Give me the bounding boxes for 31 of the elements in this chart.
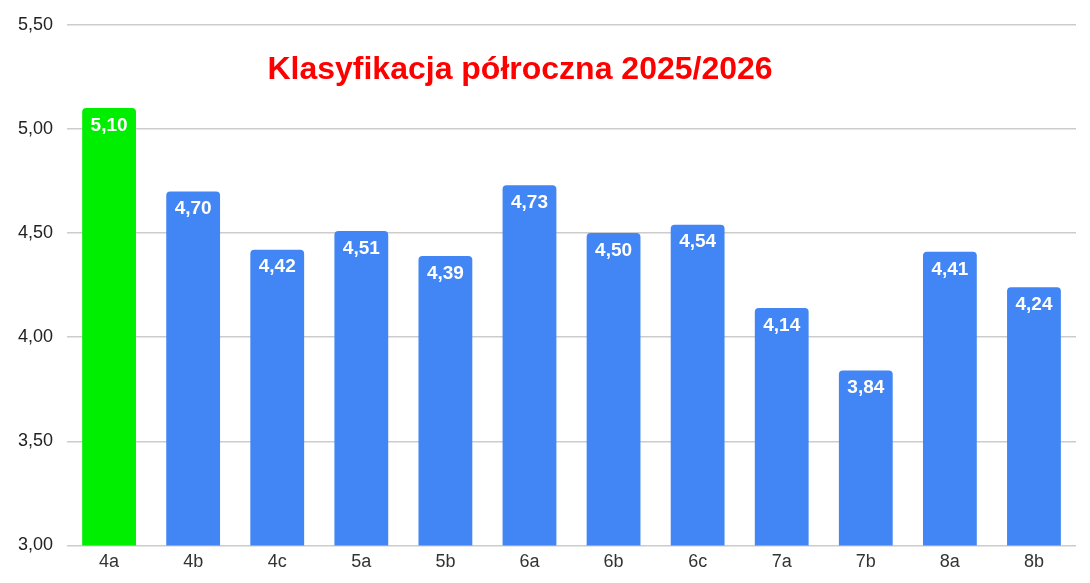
x-tick-label: 6c: [688, 551, 708, 572]
data-label: 4,39: [426, 261, 464, 283]
y-tick-label: 5,50: [17, 13, 54, 34]
data-label: 3,84: [847, 376, 885, 398]
y-tick-label: 4,00: [17, 326, 54, 347]
data-label: 4,42: [258, 255, 296, 277]
x-tick-label: 8b: [1023, 551, 1044, 572]
x-tick-label: 4c: [267, 551, 287, 572]
x-tick-label: 4a: [99, 551, 121, 572]
x-tick-label: 5b: [435, 551, 456, 572]
x-tick-label: 6b: [603, 551, 624, 572]
y-tick-label: 5,00: [17, 117, 54, 138]
y-tick-label: 4,50: [17, 222, 54, 243]
data-label: 4,24: [1015, 292, 1053, 314]
data-label: 4,73: [510, 190, 548, 212]
x-tick-label: 7a: [771, 551, 793, 572]
data-label: 5,10: [90, 113, 128, 135]
x-tick-label: 7b: [855, 551, 876, 572]
x-tick-label: 8a: [939, 551, 961, 572]
data-label: 4,70: [174, 197, 212, 219]
x-tick-label: 5a: [351, 551, 373, 572]
data-label: 4,41: [931, 257, 969, 279]
data-label: 4,51: [342, 236, 381, 258]
text: Klasyfikacja półroczna 2025/2026: [267, 49, 773, 86]
y-tick-label: 3,00: [17, 534, 54, 555]
x-tick-label: 4b: [183, 551, 204, 572]
data-label: 4,14: [763, 313, 801, 335]
data-label: 4,54: [679, 230, 717, 252]
data-label: 4,50: [595, 238, 633, 260]
y-tick-label: 3,50: [17, 430, 54, 451]
x-tick-label: 6a: [519, 551, 541, 572]
